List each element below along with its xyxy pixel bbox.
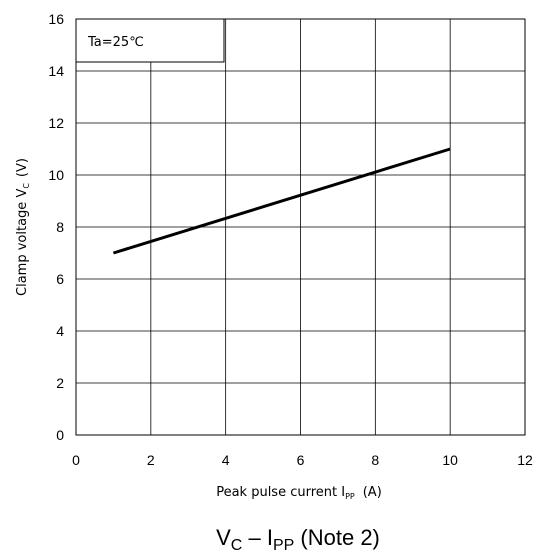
x-axis-label: Peak pulse current IPP (A) xyxy=(216,485,382,501)
y-tick-label: 14 xyxy=(48,63,64,79)
y-axis-label-unit: (V) xyxy=(15,158,30,177)
tick-labels: 0 2 4 6 8 10 12 0 2 4 6 8 10 12 14 16 xyxy=(48,11,533,468)
caption-v-sub: C xyxy=(231,537,243,554)
x-axis-label-main: Peak pulse current I xyxy=(216,485,345,500)
x-tick-label: 10 xyxy=(442,452,458,468)
caption-i: I xyxy=(267,525,273,550)
x-tick-label: 12 xyxy=(517,452,533,468)
y-axis-label-main: Clamp voltage V xyxy=(15,189,30,296)
series-group xyxy=(112,147,451,255)
annotation-box: Ta=25℃ xyxy=(75,18,225,63)
y-tick-label: 16 xyxy=(48,11,64,27)
x-tick-label: 2 xyxy=(147,452,155,468)
y-tick-label: 8 xyxy=(56,219,64,235)
caption-dash: – xyxy=(242,525,266,550)
y-tick-label: 12 xyxy=(48,115,64,131)
y-tick-label: 10 xyxy=(48,167,64,183)
caption-i-sub: PP xyxy=(273,537,294,554)
x-tick-label: 8 xyxy=(371,452,379,468)
y-axis-label: Clamp voltage VC (V) xyxy=(15,158,31,296)
y-tick-label: 0 xyxy=(56,427,64,443)
figure-caption: VC – IPP (Note 2) xyxy=(216,525,380,554)
x-axis-label-unit: (A) xyxy=(363,485,382,500)
plot-frame xyxy=(75,18,526,436)
caption-note: (Note 2) xyxy=(294,525,380,550)
annotation-box-frame xyxy=(75,18,225,63)
caption-v: V xyxy=(216,525,231,550)
series-line xyxy=(112,147,451,255)
y-tick-label: 4 xyxy=(56,323,64,339)
x-axis-label-sub: PP xyxy=(345,492,355,501)
y-axis-label-sub: C xyxy=(22,183,31,189)
grid xyxy=(76,19,525,435)
y-tick-label: 6 xyxy=(56,271,64,287)
x-tick-label: 6 xyxy=(297,452,305,468)
x-tick-label: 0 xyxy=(72,452,80,468)
y-tick-label: 2 xyxy=(56,375,64,391)
x-tick-label: 4 xyxy=(222,452,230,468)
annotation-text: Ta=25℃ xyxy=(87,35,144,50)
